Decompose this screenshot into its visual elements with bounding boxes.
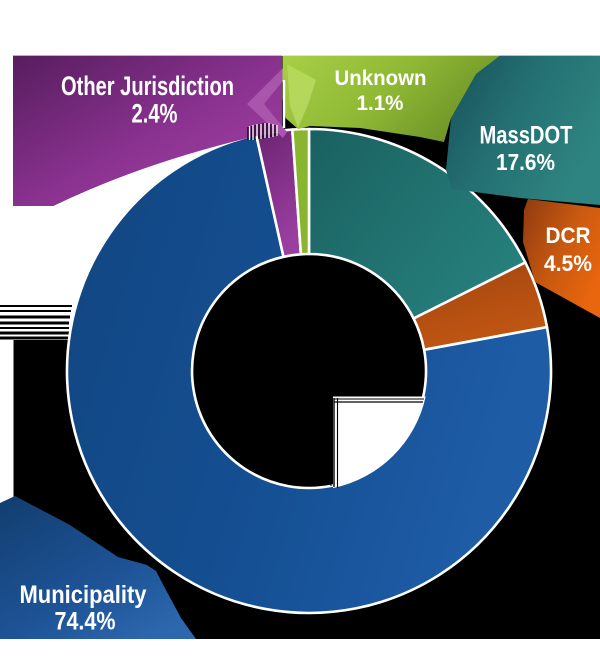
- svg-text:Municipality: Municipality: [20, 581, 147, 609]
- svg-text:MassDOT: MassDOT: [480, 122, 573, 150]
- svg-text:74.4%: 74.4%: [55, 608, 116, 636]
- svg-text:Other Jurisdiction: Other Jurisdiction: [61, 71, 234, 101]
- svg-text:17.6%: 17.6%: [496, 149, 555, 175]
- svg-text:DCR: DCR: [546, 223, 591, 248]
- svg-text:2.4%: 2.4%: [132, 99, 178, 129]
- svg-text:Unknown: Unknown: [335, 67, 427, 90]
- svg-text:4.5%: 4.5%: [544, 251, 592, 276]
- svg-text:1.1%: 1.1%: [357, 92, 404, 115]
